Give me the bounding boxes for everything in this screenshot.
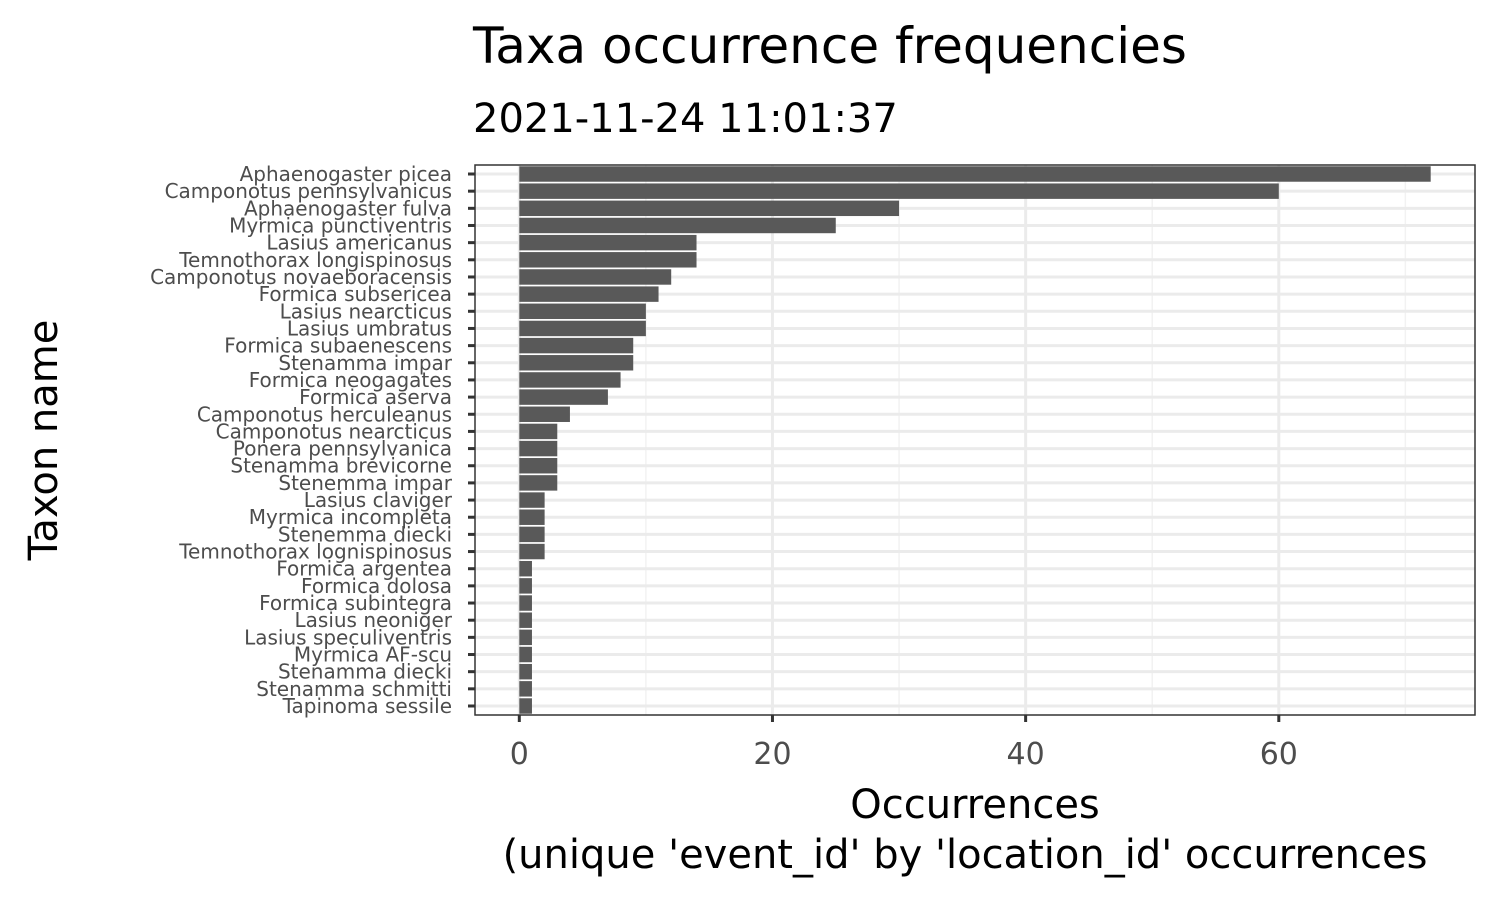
y-tick-label: Aphaenogaster fulva [244, 196, 452, 220]
bar [519, 595, 532, 611]
bar [519, 629, 532, 646]
bars [519, 166, 1431, 714]
bar [519, 183, 1279, 199]
y-tick-label: Lasius neoniger [295, 608, 453, 632]
y-tick-label: Myrmica AF-scu [294, 643, 452, 667]
x-axis-subtitle: (unique 'event_id' by 'location_id' occu… [503, 832, 1428, 878]
bar [519, 475, 558, 491]
y-tick-label: Temnothorax longispinosus [178, 248, 452, 272]
y-tick-label: Stenamma schmitti [256, 677, 452, 701]
bar [519, 663, 532, 680]
y-tick-label: Camponotus herculeanus [197, 402, 452, 426]
y-tick-label: Formica dolosa [301, 574, 452, 598]
chart-title: Taxa occurrence frequencies [472, 17, 1187, 75]
bar [519, 681, 532, 697]
bar [519, 458, 558, 474]
bar [519, 578, 532, 594]
y-tick-label: Myrmica incompleta [249, 505, 452, 529]
y-tick-label: Myrmica punctiventris [229, 213, 452, 237]
bar [519, 560, 532, 577]
x-axis: 0 20 40 60 [510, 715, 1298, 772]
y-tick-label: Stenemma diecki [278, 522, 452, 546]
bar [519, 234, 697, 251]
bar [519, 269, 672, 285]
y-tick-label: Lasius americanus [266, 231, 452, 255]
bar [519, 252, 697, 268]
x-tick-label: 60 [1260, 737, 1298, 772]
y-tick-label: Formica subintegra [259, 591, 452, 615]
bar [519, 355, 634, 371]
y-axis-title: Taxon name [21, 320, 67, 562]
y-tick-label: Lasius claviger [304, 488, 453, 512]
x-tick-label: 20 [753, 737, 791, 772]
bar [519, 612, 532, 628]
y-tick-label: Stenamma brevicorne [230, 454, 452, 478]
y-tick-label: Aphaenogaster picea [240, 162, 452, 186]
bar [519, 389, 608, 405]
y-tick-label: Stenemma impar [278, 471, 452, 495]
y-tick-label: Formica aserva [299, 385, 452, 409]
bar [519, 526, 545, 543]
bar [519, 492, 545, 508]
y-tick-label: Stenamma impar [278, 351, 452, 375]
bar [519, 217, 836, 234]
bar [519, 509, 545, 525]
bar [519, 543, 545, 560]
y-tick-label: Formica subsericea [259, 282, 452, 306]
y-tick-label: Lasius umbratus [287, 316, 452, 340]
bar [519, 337, 634, 354]
bar [519, 200, 900, 217]
x-axis-title: Occurrences [850, 782, 1100, 828]
bar [519, 440, 558, 457]
y-tick-label: Camponotus nearcticus [216, 419, 452, 443]
plot-border [474, 164, 1476, 716]
x-tick-label: 40 [1007, 737, 1045, 772]
y-tick-label: Temnothorax lognispinosus [178, 540, 452, 564]
y-tick-label: Camponotus pennsylvanicus [165, 179, 452, 203]
y-tick-label: Formica subaenescens [224, 334, 452, 358]
y-tick-label: Tapinoma sessile [282, 694, 452, 718]
bar [519, 646, 532, 663]
bar [519, 423, 558, 440]
y-tick-label: Ponera pennsylvanica [233, 437, 452, 461]
y-tick-label: Formica argentea [276, 557, 452, 581]
bar [519, 286, 659, 302]
y-tick-label: Camponotus novaeboracensis [150, 265, 452, 289]
x-tick-label: 0 [510, 737, 529, 772]
y-tick-label: Formica neogagates [249, 368, 452, 392]
bar [519, 406, 570, 422]
bar [519, 372, 621, 388]
bar [519, 698, 532, 714]
y-tick-label: Lasius nearcticus [280, 299, 452, 323]
y-tick-label: Lasius speculiventris [244, 625, 452, 649]
bar [519, 166, 1431, 182]
y-tick-label: Stenamma diecki [278, 660, 452, 684]
chart-subtitle: 2021-11-24 11:01:37 [473, 96, 898, 142]
bar [519, 303, 646, 320]
bar [519, 320, 646, 337]
